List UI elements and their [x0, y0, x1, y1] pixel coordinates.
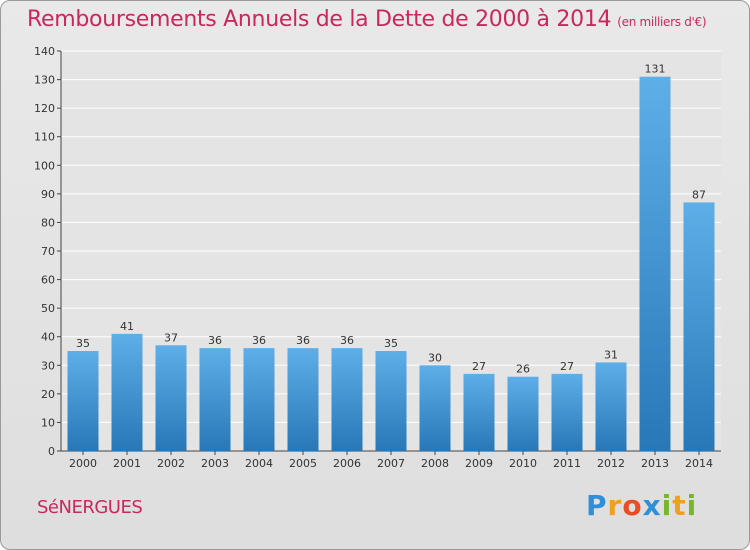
- y-tick-label: 110: [34, 131, 55, 144]
- x-tick-label: 2013: [641, 457, 669, 470]
- data-label: 27: [472, 360, 486, 373]
- data-label: 35: [384, 337, 398, 350]
- data-label: 35: [76, 337, 90, 350]
- data-label: 30: [428, 351, 442, 364]
- y-tick-label: 0: [48, 445, 55, 458]
- bar: [595, 362, 627, 451]
- bar: [551, 373, 583, 451]
- y-tick-label: 120: [34, 102, 55, 115]
- data-label: 131: [645, 63, 666, 76]
- bar: [375, 351, 407, 451]
- data-label: 36: [252, 334, 266, 347]
- logo-letter: r: [607, 489, 623, 522]
- data-label: 36: [296, 334, 310, 347]
- bar: [331, 348, 363, 451]
- y-tick-label: 70: [41, 245, 55, 258]
- y-tick-label: 40: [41, 331, 55, 344]
- data-label: 37: [164, 331, 178, 344]
- bar: [243, 348, 275, 451]
- y-tick-label: 100: [34, 159, 55, 172]
- x-tick-label: 2004: [245, 457, 273, 470]
- y-tick-label: 50: [41, 302, 55, 315]
- bar: [419, 365, 451, 451]
- x-tick-label: 2008: [421, 457, 449, 470]
- x-tick-label: 2005: [289, 457, 317, 470]
- bar: [683, 202, 715, 451]
- chart-title-text: Remboursements Annuels de la Dette de 20…: [27, 7, 612, 32]
- proxiti-logo: Proxiti: [586, 489, 697, 522]
- logo-letter: t: [672, 489, 687, 522]
- data-label: 26: [516, 363, 530, 376]
- y-tick-label: 30: [41, 359, 55, 372]
- x-tick-label: 2006: [333, 457, 361, 470]
- bar: [111, 333, 143, 451]
- bar: [639, 76, 671, 451]
- x-tick-label: 2007: [377, 457, 405, 470]
- x-tick-label: 2001: [113, 457, 141, 470]
- logo-letter: o: [622, 489, 643, 522]
- y-tick-label: 90: [41, 188, 55, 201]
- logo-letter: i: [686, 489, 698, 522]
- logo-letter: i: [661, 489, 673, 522]
- y-tick-label: 10: [41, 416, 55, 429]
- x-tick-label: 2014: [685, 457, 713, 470]
- logo-letter: P: [586, 489, 608, 522]
- bar: [507, 376, 539, 451]
- y-tick-label: 60: [41, 274, 55, 287]
- y-tick-label: 140: [34, 45, 55, 58]
- bar: [155, 345, 187, 451]
- x-tick-label: 2011: [553, 457, 581, 470]
- x-tick-label: 2000: [69, 457, 97, 470]
- data-label: 36: [208, 334, 222, 347]
- x-tick-label: 2002: [157, 457, 185, 470]
- data-label: 36: [340, 334, 354, 347]
- logo-letter: x: [642, 489, 662, 522]
- data-label: 87: [692, 188, 706, 201]
- x-tick-label: 2009: [465, 457, 493, 470]
- y-tick-label: 130: [34, 74, 55, 87]
- bar: [287, 348, 319, 451]
- chart-unit: (en milliers d'€): [617, 15, 707, 29]
- data-label: 41: [120, 320, 134, 333]
- data-label: 31: [604, 348, 618, 361]
- bar: [67, 351, 99, 451]
- commune-name: SéNERGUES: [37, 497, 143, 518]
- data-label: 27: [560, 360, 574, 373]
- bar: [463, 373, 495, 451]
- y-tick-label: 80: [41, 216, 55, 229]
- chart-title: Remboursements Annuels de la Dette de 20…: [27, 7, 707, 32]
- bar: [199, 348, 231, 451]
- x-tick-label: 2012: [597, 457, 625, 470]
- y-tick-label: 20: [41, 388, 55, 401]
- x-tick-label: 2003: [201, 457, 229, 470]
- x-tick-label: 2010: [509, 457, 537, 470]
